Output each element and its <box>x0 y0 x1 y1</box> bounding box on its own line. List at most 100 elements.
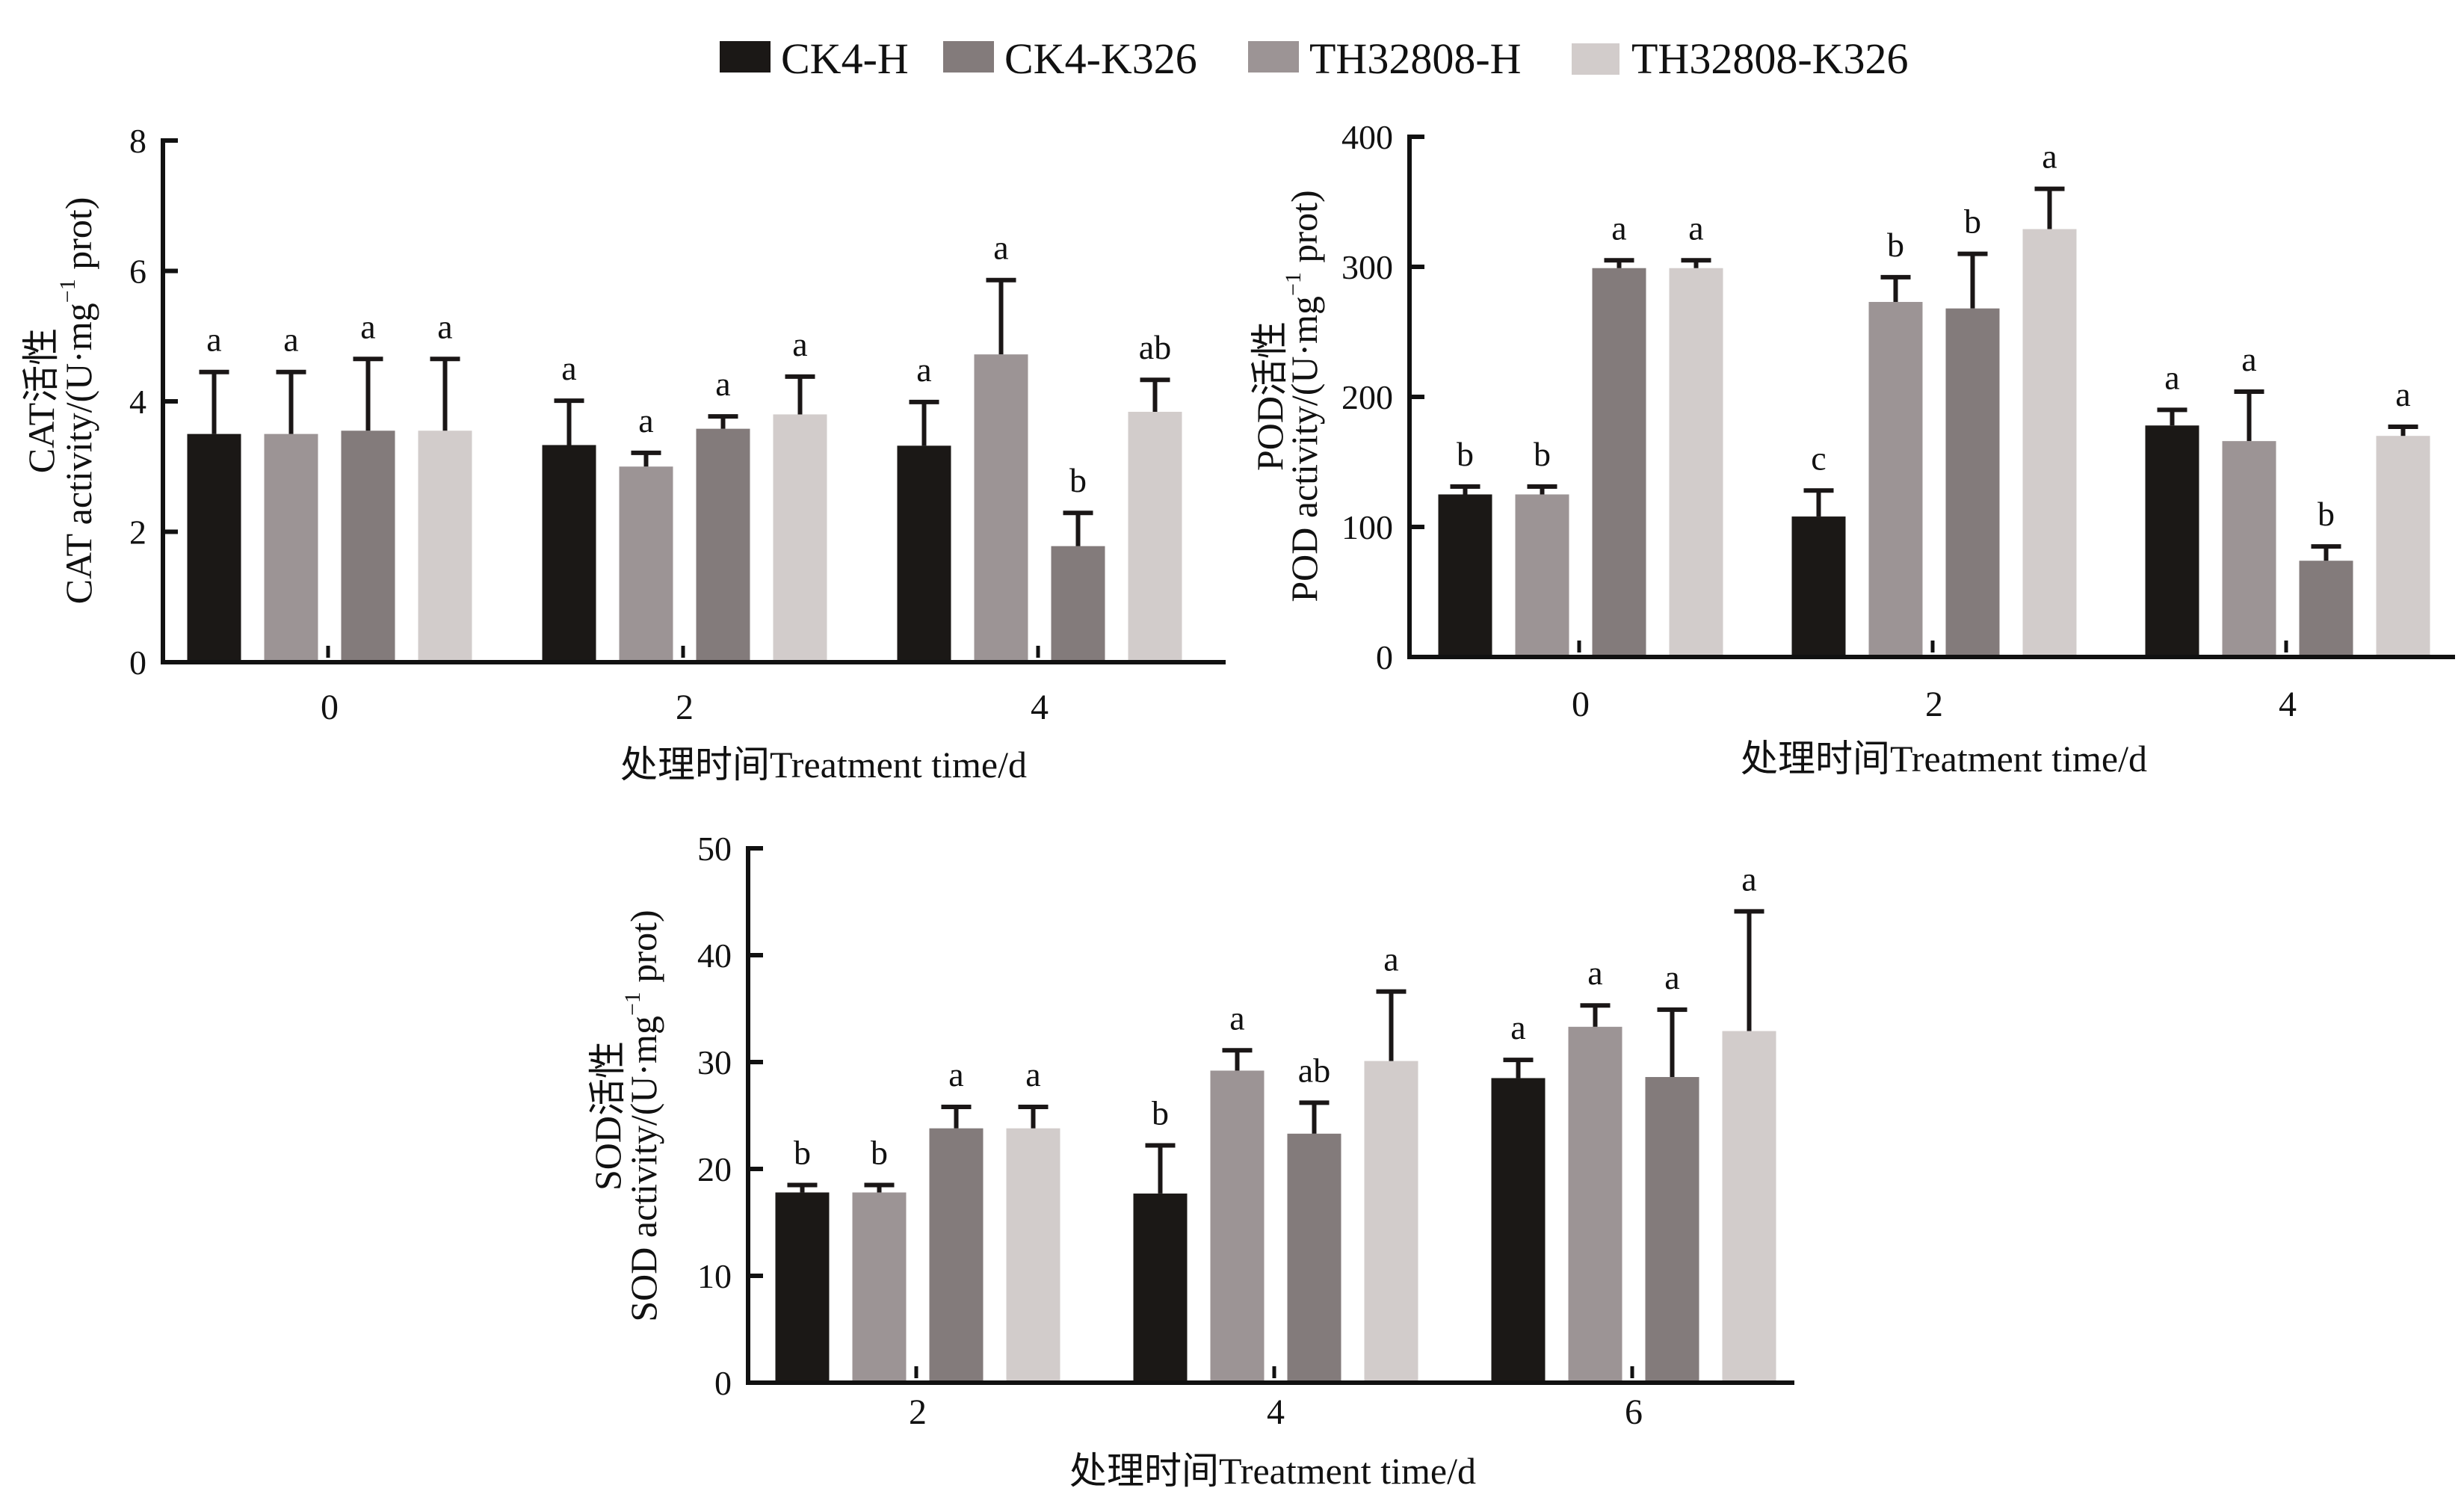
y-axis-title-main: CAT activity/(U·mg <box>58 303 99 604</box>
bar-th32808-h <box>974 354 1028 662</box>
x-tick-label: 0 <box>1572 685 1590 724</box>
sod-chart: SOD活性 SOD activity/(U·mg−1 prot) 处理时间Tre… <box>587 830 1794 1492</box>
legend-swatch <box>943 41 994 72</box>
significance-label: b <box>794 1133 811 1171</box>
significance-label: a <box>1688 209 1703 247</box>
x-tick-label: 0 <box>321 688 339 727</box>
y-axis-title-line2: POD activity/(U·mg−1 prot) <box>1281 190 1325 602</box>
significance-label: a <box>206 321 221 359</box>
x-tick-label: 2 <box>1925 685 1943 724</box>
significance-label: ab <box>1298 1051 1330 1089</box>
significance-label: a <box>2395 375 2410 413</box>
significance-label: a <box>715 365 730 403</box>
bar-ck4-k326 <box>1645 1077 1699 1383</box>
y-axis-title-line1: SOD活性 <box>587 1041 629 1191</box>
significance-label: b <box>1457 435 1474 473</box>
y-tick-label: 50 <box>697 830 732 868</box>
bar-th32808-k326 <box>1669 268 1723 657</box>
significance-label: a <box>638 401 653 439</box>
y-tick-label: 200 <box>1341 378 1393 416</box>
bar-th32808-k326 <box>1722 1031 1776 1383</box>
bar-ck4-h <box>542 445 596 662</box>
significance-label: a <box>1383 940 1398 978</box>
y-axis-title-main: POD activity/(U·mg <box>1283 296 1325 602</box>
y-tick-label: 400 <box>1341 118 1393 156</box>
bar-th32808-k326 <box>418 431 472 662</box>
bar-ck4-k326 <box>2299 561 2353 657</box>
bar-ck4-k326 <box>1287 1133 1341 1383</box>
significance-label: a <box>2164 358 2179 396</box>
significance-label: c <box>1811 439 1826 477</box>
y-tick-label: 0 <box>1376 638 1393 676</box>
y-tick-label: 6 <box>129 253 146 291</box>
bar-ck4-h <box>2145 425 2199 657</box>
legend-swatch <box>720 41 771 72</box>
x-axis-title: 处理时间Treatment time/d <box>1069 1450 1476 1492</box>
legend-swatch <box>1248 41 1299 72</box>
bar-ck4-k326 <box>1592 268 1646 657</box>
y-axis-title-tail: prot) <box>623 910 664 992</box>
bar-th32808-h <box>1515 494 1569 657</box>
significance-label: b <box>1152 1094 1169 1132</box>
y-tick-label: 4 <box>129 383 146 421</box>
bar-th32808-k326 <box>1364 1061 1418 1383</box>
y-tick-label: 0 <box>129 644 146 682</box>
bar-th32808-h <box>1868 301 1923 657</box>
bar-ck4-h <box>187 433 241 662</box>
bar-th32808-h <box>619 466 673 662</box>
bar-th32808-h <box>1568 1026 1622 1383</box>
legend-swatch <box>1572 43 1619 75</box>
legend-item-ck4-k326: CK4-K326 <box>943 34 1197 83</box>
y-axis-title-line1: CAT活性 <box>20 328 62 473</box>
y-axis-title-line1: POD活性 <box>1249 321 1291 471</box>
significance-label: ab <box>1139 328 1171 366</box>
bar-ck4-h <box>775 1192 830 1383</box>
y-axis-title-sup: −1 <box>55 279 80 303</box>
y-tick-label: 40 <box>697 936 732 975</box>
y-tick-label: 2 <box>129 513 146 552</box>
significance-label: a <box>993 229 1008 267</box>
x-tick-label: 2 <box>909 1392 927 1432</box>
y-axis-title-sup: −1 <box>620 992 645 1016</box>
significance-label: a <box>792 325 807 363</box>
y-axis-title-main: SOD activity/(U·mg <box>623 1016 664 1322</box>
significance-label: a <box>283 321 298 359</box>
x-tick-label: 4 <box>1267 1392 1285 1432</box>
y-axis-title-line2: SOD activity/(U·mg−1 prot) <box>620 910 664 1321</box>
legend-label: CK4-H <box>781 34 909 83</box>
y-axis-title-tail: prot) <box>58 197 99 280</box>
significance-label: a <box>1229 999 1244 1037</box>
legend: CK4-H CK4-K326 TH32808-H TH32808-K326 <box>720 34 1909 83</box>
y-tick-label: 100 <box>1341 508 1393 546</box>
significance-label: a <box>1664 958 1679 996</box>
pod-chart: POD活性 POD activity/(U·mg−1 prot) 处理时间Tre… <box>1249 118 2455 780</box>
legend-item-ck4-h: CK4-H <box>720 34 909 83</box>
significance-label: a <box>1510 1008 1525 1046</box>
significance-label: b <box>871 1133 888 1171</box>
significance-label: a <box>916 351 931 389</box>
significance-label: b <box>1069 461 1087 499</box>
significance-label: a <box>437 307 452 345</box>
x-axis-title: 处理时间Treatment time/d <box>1741 738 2147 780</box>
legend-label: TH32808-H <box>1309 34 1522 83</box>
bar-ck4-k326 <box>341 431 395 662</box>
significance-label: a <box>360 307 375 345</box>
bar-th32808-k326 <box>1006 1128 1060 1383</box>
significance-label: a <box>1741 860 1756 898</box>
significance-label: b <box>1534 435 1551 473</box>
bar-ck4-h <box>897 445 951 662</box>
x-tick-label: 4 <box>1031 688 1049 727</box>
y-tick-label: 10 <box>697 1257 732 1295</box>
significance-label: b <box>2318 495 2335 533</box>
y-axis-title-tail: prot) <box>1283 190 1325 272</box>
bar-th32808-k326 <box>2376 436 2430 657</box>
x-tick-label: 4 <box>2279 685 2297 724</box>
bar-th32808-h <box>1210 1070 1265 1383</box>
y-tick-label: 0 <box>714 1364 732 1402</box>
y-axis-title-line2: CAT activity/(U·mg−1 prot) <box>55 197 99 605</box>
bar-ck4-h <box>1133 1193 1188 1383</box>
significance-label: a <box>561 349 576 387</box>
bar-th32808-h <box>852 1192 907 1383</box>
y-tick-label: 300 <box>1341 248 1393 286</box>
bar-th32808-h <box>264 433 318 662</box>
